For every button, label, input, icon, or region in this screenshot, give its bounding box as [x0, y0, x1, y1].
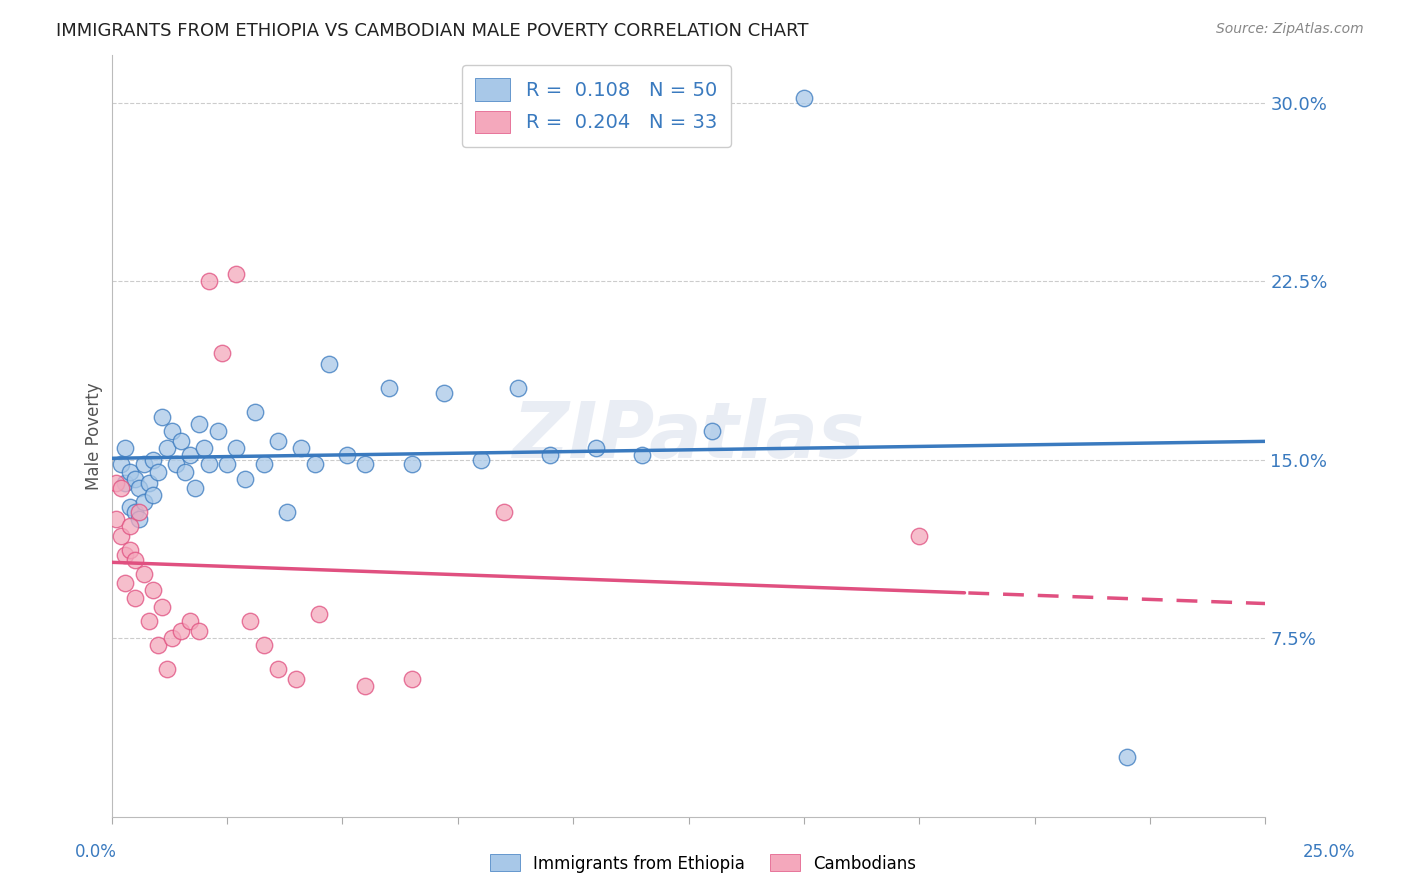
Point [207, 424, 229, 438]
Point [120, 519, 142, 533]
Text: ZIPatlas: ZIPatlas [512, 398, 865, 474]
Point [110, 481, 132, 495]
Point [105, 512, 128, 526]
Point [105, 476, 128, 491]
Point [211, 345, 233, 359]
Text: 0.0%: 0.0% [75, 843, 117, 861]
Point [183, 481, 205, 495]
Point [110, 529, 132, 543]
Point [110, 458, 132, 472]
Point [193, 441, 215, 455]
Point [179, 448, 201, 462]
Point [243, 405, 266, 419]
Point [276, 505, 298, 519]
Point [235, 472, 257, 486]
Point [124, 552, 146, 566]
Point [146, 638, 169, 652]
Point [160, 424, 183, 438]
Point [165, 458, 187, 472]
Point [132, 458, 155, 472]
Point [138, 476, 160, 491]
Point [225, 267, 247, 281]
Point [793, 91, 815, 105]
Point [160, 631, 183, 645]
Text: 25.0%: 25.0% [1302, 843, 1355, 861]
Point [128, 505, 150, 519]
Point [146, 465, 169, 479]
Point [188, 417, 211, 431]
Text: IMMIGRANTS FROM ETHIOPIA VS CAMBODIAN MALE POVERTY CORRELATION CHART: IMMIGRANTS FROM ETHIOPIA VS CAMBODIAN MA… [56, 22, 808, 40]
Legend: Immigrants from Ethiopia, Cambodians: Immigrants from Ethiopia, Cambodians [484, 847, 922, 880]
Point [124, 591, 146, 605]
Point [120, 465, 142, 479]
Point [1116, 750, 1139, 764]
Point [197, 274, 219, 288]
Point [170, 624, 193, 638]
Point [225, 441, 247, 455]
Point [132, 495, 155, 509]
Point [267, 662, 290, 676]
Point [253, 638, 276, 652]
Point [401, 672, 423, 686]
Point [132, 566, 155, 581]
Point [142, 452, 165, 467]
Point [197, 458, 219, 472]
Point [170, 434, 193, 448]
Point [239, 615, 262, 629]
Point [114, 576, 136, 591]
Point [354, 679, 377, 693]
Point [124, 505, 146, 519]
Point [354, 458, 377, 472]
Point [156, 662, 179, 676]
Point [506, 381, 529, 395]
Point [492, 505, 515, 519]
Point [318, 358, 340, 372]
Point [308, 607, 330, 622]
Point [174, 465, 197, 479]
Point [290, 441, 312, 455]
Point [179, 615, 201, 629]
Point [152, 409, 174, 424]
Y-axis label: Male Poverty: Male Poverty [86, 382, 103, 490]
Point [700, 424, 723, 438]
Point [124, 472, 146, 486]
Point [142, 488, 165, 502]
Text: Source: ZipAtlas.com: Source: ZipAtlas.com [1216, 22, 1364, 37]
Point [138, 615, 160, 629]
Point [377, 381, 399, 395]
Point [631, 448, 654, 462]
Point [142, 583, 165, 598]
Point [585, 441, 607, 455]
Point [267, 434, 290, 448]
Point [128, 512, 150, 526]
Point [304, 458, 326, 472]
Point [152, 600, 174, 615]
Legend: R =  0.108   N = 50, R =  0.204   N = 33: R = 0.108 N = 50, R = 0.204 N = 33 [461, 65, 731, 146]
Point [120, 543, 142, 558]
Point [253, 458, 276, 472]
Point [336, 448, 359, 462]
Point [114, 441, 136, 455]
Point [215, 458, 238, 472]
Point [285, 672, 308, 686]
Point [433, 386, 456, 401]
Point [470, 452, 492, 467]
Point [156, 441, 179, 455]
Point [538, 448, 561, 462]
Point [114, 548, 136, 562]
Point [114, 476, 136, 491]
Point [908, 529, 931, 543]
Point [188, 624, 211, 638]
Point [120, 500, 142, 515]
Point [128, 481, 150, 495]
Point [401, 458, 423, 472]
